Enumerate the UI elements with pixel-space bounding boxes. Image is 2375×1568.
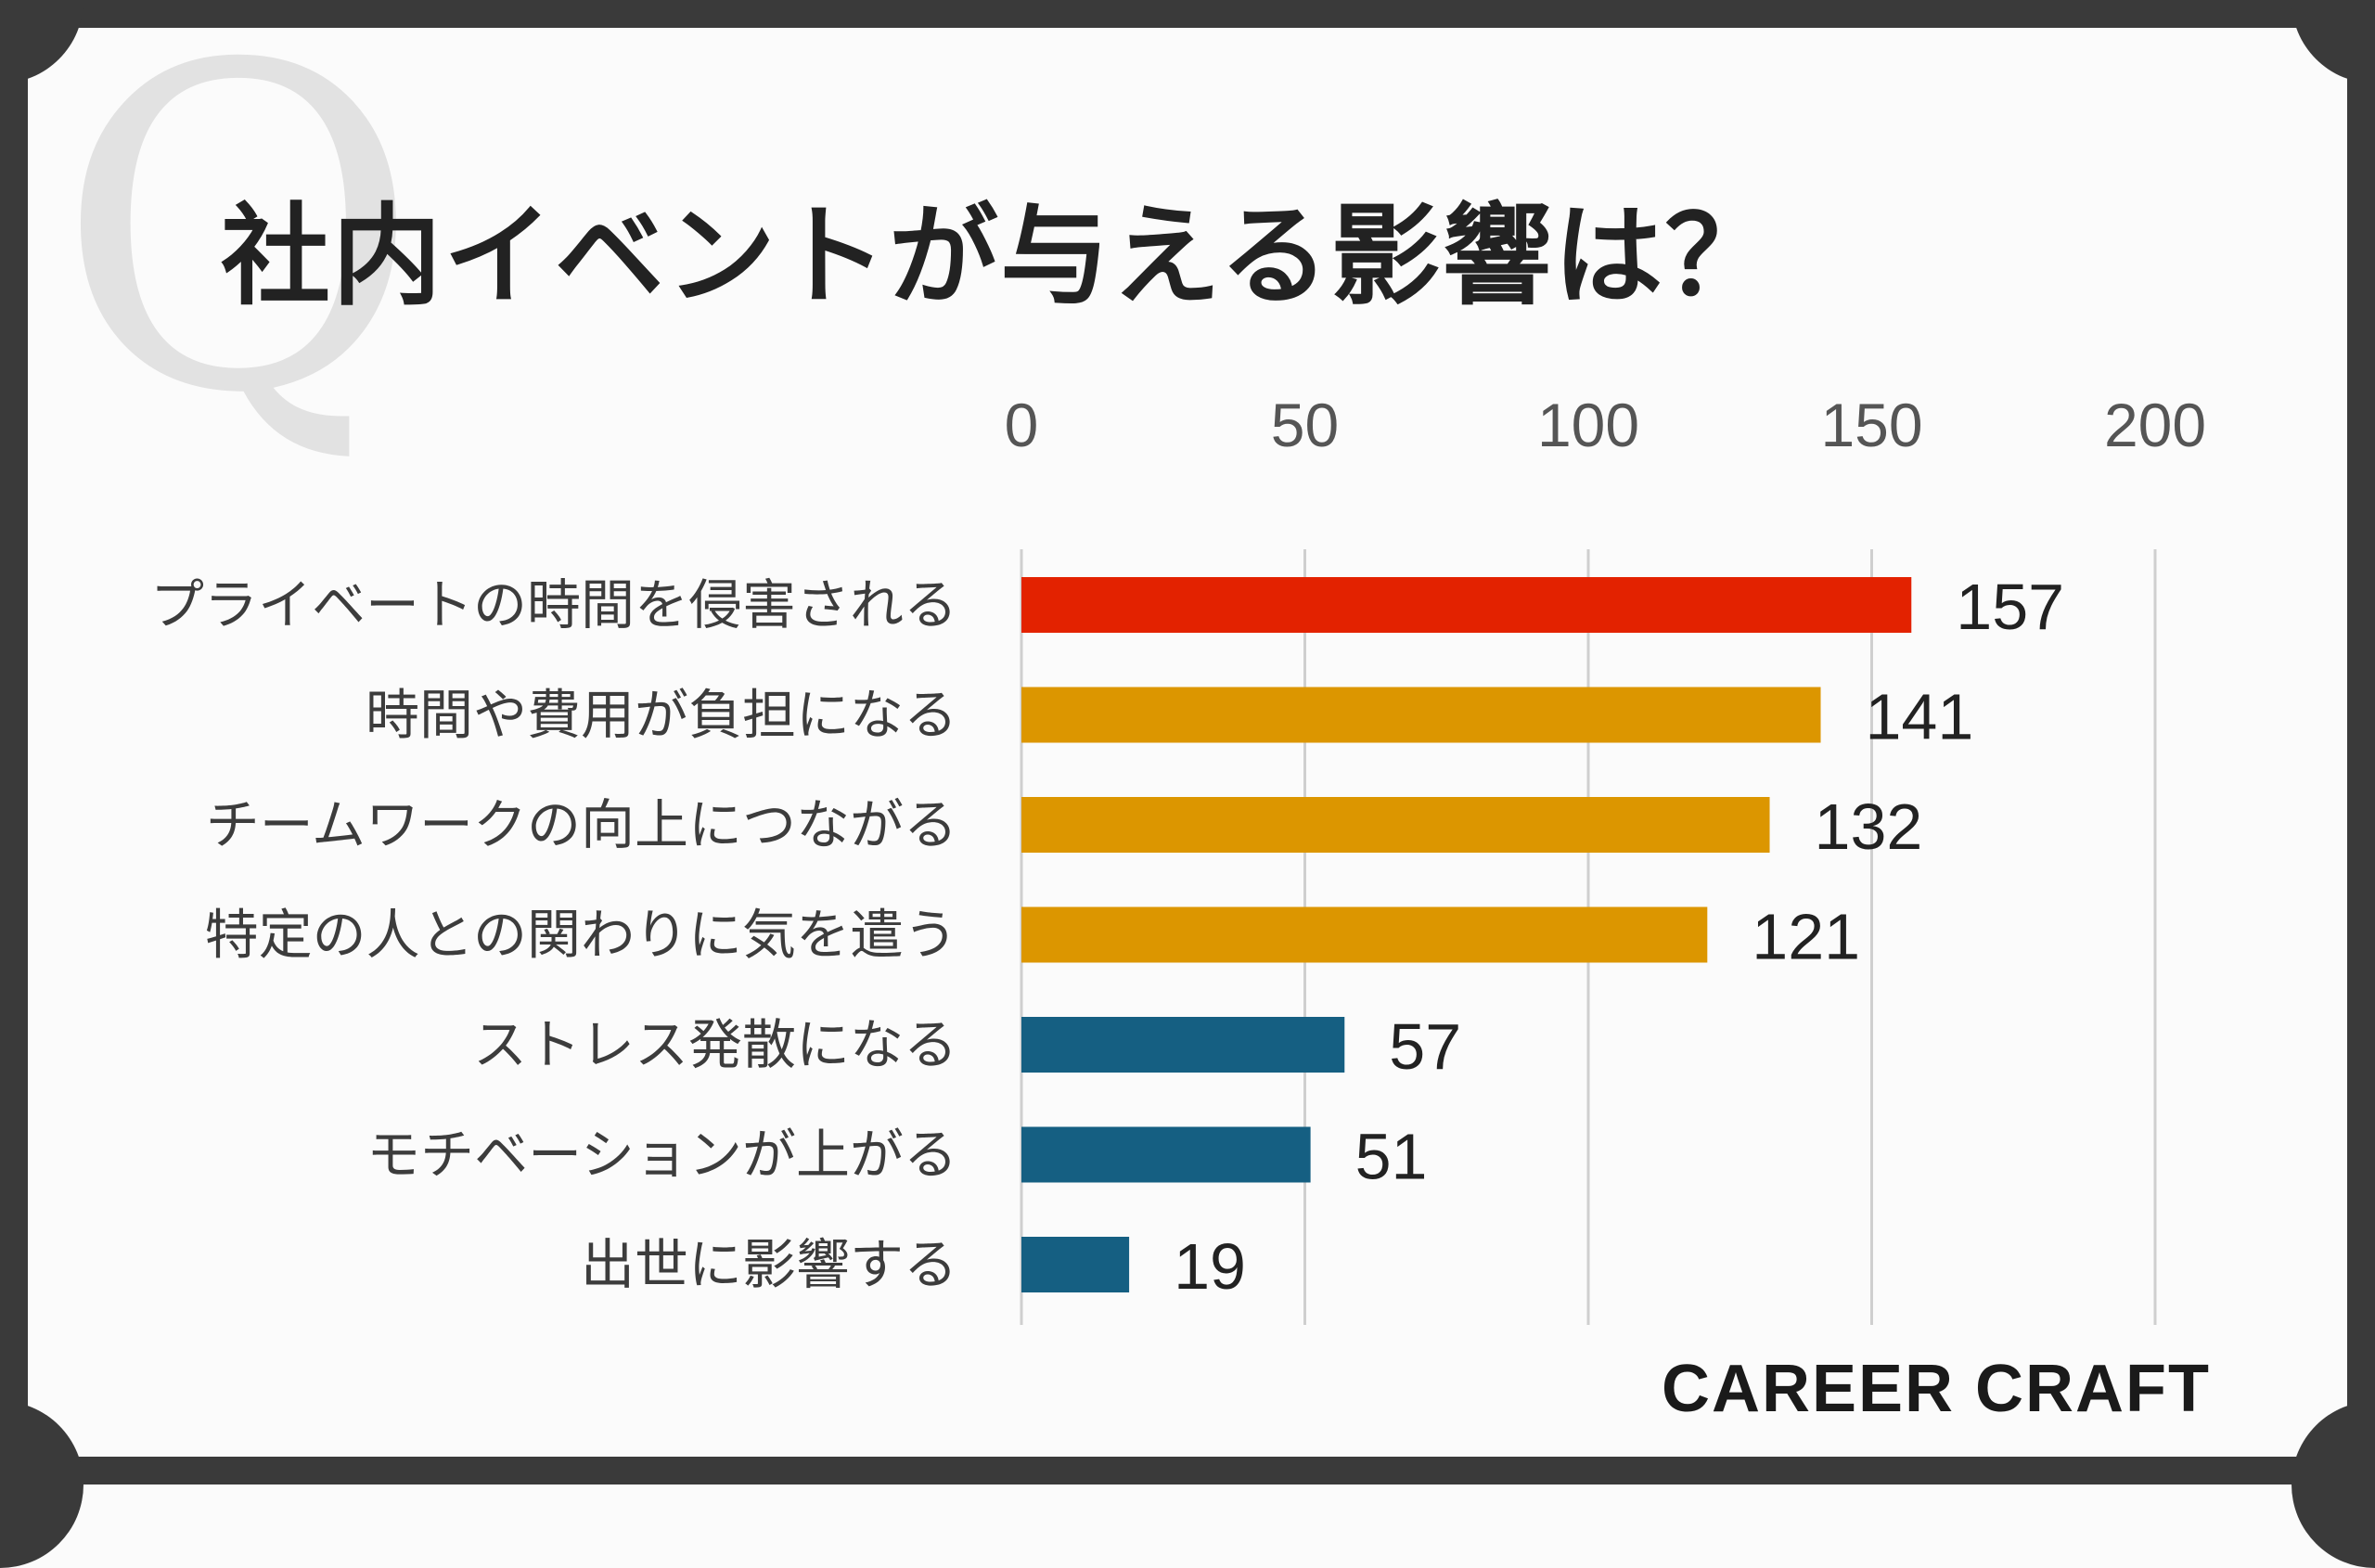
bar xyxy=(1021,797,1770,853)
data-label: 57 xyxy=(1389,1010,1461,1083)
data-label: 121 xyxy=(1752,901,1860,973)
category-label: チームワークの向上につながる xyxy=(206,793,957,856)
bar-chart: 0 50 100 150 200 プライベートの時間を侵害される 157 時間や費用が負担にな… xyxy=(0,0,2375,1484)
data-label: 141 xyxy=(1866,681,1974,753)
x-tick-label: 200 xyxy=(2104,391,2206,459)
category-label: 時間や費用が負担になる xyxy=(366,684,957,747)
data-label: 51 xyxy=(1355,1121,1428,1193)
brand-logo: CAREER CRAFT xyxy=(1662,1351,2211,1427)
x-tick-label: 0 xyxy=(1005,391,1039,459)
x-tick-label: 100 xyxy=(1537,391,1639,459)
bar xyxy=(1021,1237,1129,1292)
bar xyxy=(1021,577,1911,633)
data-label: 157 xyxy=(1956,571,2064,643)
x-tick-label: 150 xyxy=(1820,391,1922,459)
bar xyxy=(1021,907,1707,963)
category-label: ストレス発散になる xyxy=(473,1013,957,1076)
data-label: 132 xyxy=(1815,790,1923,863)
data-label: 19 xyxy=(1174,1230,1246,1303)
x-tick-label: 50 xyxy=(1271,391,1339,459)
category-label: プライベートの時間を侵害される xyxy=(150,573,957,636)
category-label: 特定の人との関わりに気を遣う xyxy=(205,904,957,967)
bar xyxy=(1021,1127,1311,1183)
bar xyxy=(1021,688,1821,743)
category-label: モチベーションが上がる xyxy=(366,1124,957,1187)
category-label: 出世に影響する xyxy=(581,1233,957,1296)
bar xyxy=(1021,1017,1344,1073)
